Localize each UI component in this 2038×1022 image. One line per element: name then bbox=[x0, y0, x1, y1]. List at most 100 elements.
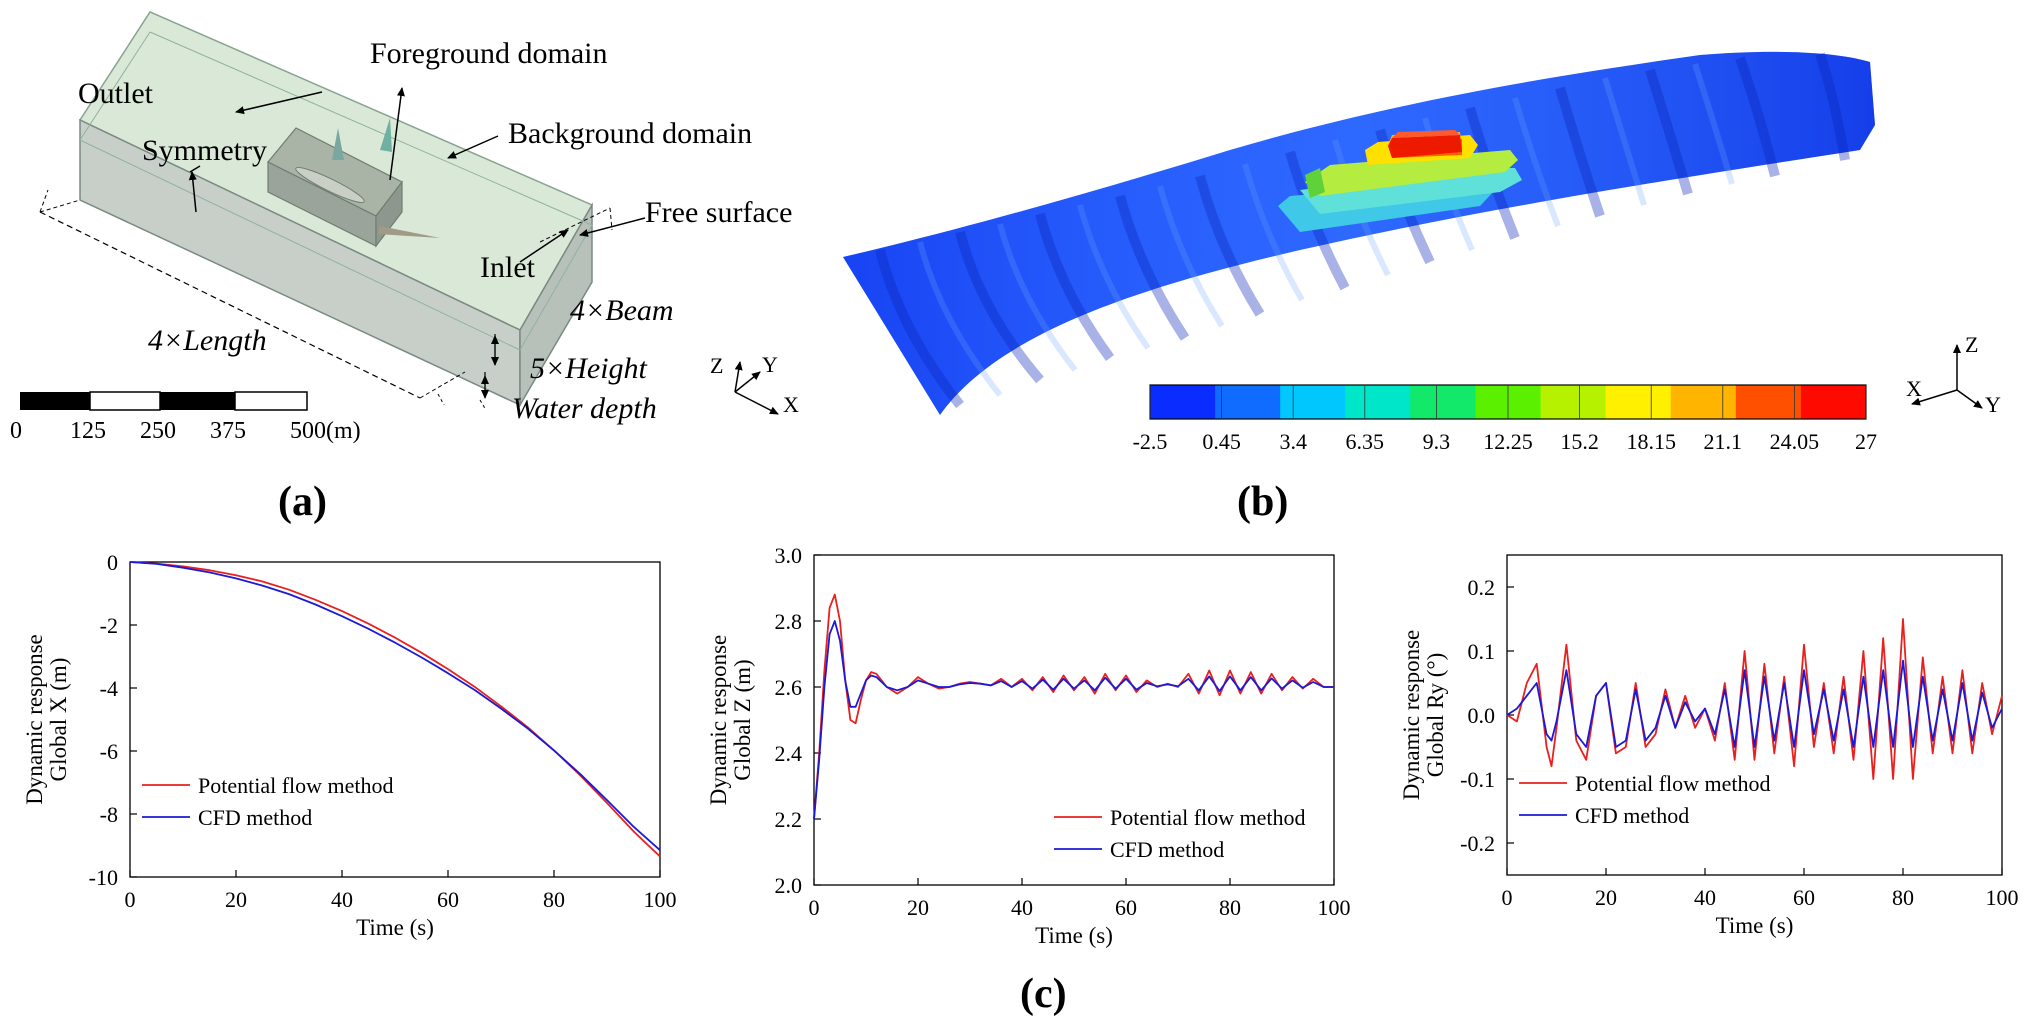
x-tick-label: 40 bbox=[331, 887, 353, 912]
label-length: 4×Length bbox=[148, 324, 267, 357]
colorbar-tick-label: 24.05 bbox=[1770, 429, 1820, 454]
y-tick-label: 2.8 bbox=[775, 609, 803, 634]
y-tick-label: 3.0 bbox=[775, 543, 803, 568]
chart-2: 0 20 40 60 80 100 2.0 2.2 2.4 2.6 2.8 3.0 Time (s) Dy… bbox=[706, 543, 1351, 948]
legend-label: CFD method bbox=[1110, 837, 1224, 862]
y-tick-label: -10 bbox=[89, 865, 118, 890]
legend-label: Potential flow method bbox=[198, 773, 394, 798]
axis-triad-b: Z X Y bbox=[1906, 332, 2001, 417]
annotation-arrows bbox=[39, 87, 646, 411]
y-tick-label: 2.6 bbox=[775, 675, 803, 700]
label-beam: 4×Beam bbox=[570, 294, 674, 327]
chart-1: 0 20 40 60 80 100 0 -2 -4 -6 -8 -10 Time (s) Dynamic … bbox=[22, 550, 677, 940]
colorbar-tick-label: 15.2 bbox=[1560, 429, 1599, 454]
y-tick-label: -0.1 bbox=[1460, 767, 1495, 792]
colorbar-cell bbox=[1670, 385, 1737, 419]
series-line bbox=[1506, 618, 2003, 780]
scale-tick: 375 bbox=[210, 418, 246, 444]
panel-b-label: (b) bbox=[1237, 479, 1288, 525]
y-tick-label: 0.0 bbox=[1468, 703, 1496, 728]
colorbar-cell bbox=[1735, 385, 1802, 419]
colorbar-cell bbox=[1800, 385, 1867, 419]
x-tick-label: 20 bbox=[1595, 885, 1617, 910]
x-tick-label: 80 bbox=[1219, 895, 1241, 920]
colorbar-tick-label: 27 bbox=[1855, 429, 1877, 454]
colorbar-cell bbox=[1150, 385, 1216, 419]
legend-label: Potential flow method bbox=[1110, 805, 1306, 830]
y-tick-label: -0.2 bbox=[1460, 831, 1495, 856]
colorbar-cell bbox=[1410, 385, 1476, 419]
axis-triad-a: Z Y X bbox=[710, 352, 799, 417]
colorbar-tick-label: -2.5 bbox=[1133, 429, 1168, 454]
x-tick-label: 40 bbox=[1694, 885, 1716, 910]
foreground-domain-box bbox=[267, 118, 440, 248]
y-axis-label-quantity: Global X (m) bbox=[46, 658, 71, 782]
colorbar-cell bbox=[1540, 385, 1607, 419]
chart-3: 0 20 40 60 80 100 0.2 0.1 0.0 -0.1 -0.2 Time (s) Dyn… bbox=[1399, 554, 2019, 938]
axis-y-label: Y bbox=[1985, 392, 2001, 417]
colorbar-tick-label: 21.1 bbox=[1704, 429, 1743, 454]
wave-surface bbox=[843, 51, 1875, 415]
y-tick-label: -8 bbox=[100, 802, 118, 827]
scale-tick: 250 bbox=[140, 418, 176, 444]
scale-tick: 500(m) bbox=[290, 418, 361, 444]
x-axis-label: Time (s) bbox=[356, 915, 434, 940]
label-outlet: Outlet bbox=[78, 77, 154, 110]
colorbar-tick-label: 0.45 bbox=[1202, 429, 1241, 454]
series-line bbox=[813, 593, 1334, 820]
series-line bbox=[813, 620, 1334, 820]
axis-x-label: X bbox=[783, 392, 799, 417]
legend-label: Potential flow method bbox=[1575, 771, 1771, 796]
y-tick-label: 2.0 bbox=[775, 873, 803, 898]
y-tick-label: 0.1 bbox=[1468, 639, 1496, 664]
scale-tick: 125 bbox=[70, 418, 106, 444]
colorbar-cell bbox=[1280, 385, 1346, 419]
colorbar-tick-label: 12.25 bbox=[1483, 429, 1533, 454]
colorbar: -2.5 0.45 3.4 6.35 9.3 12.25 15.2 18.15 21.1 24.0… bbox=[1133, 384, 1877, 454]
y-axis-label: Dynamic response bbox=[1399, 630, 1424, 801]
label-water-depth: Water depth bbox=[512, 392, 657, 425]
colorbar-cell bbox=[1345, 385, 1411, 419]
x-tick-label: 0 bbox=[809, 895, 820, 920]
y-axis-label: Dynamic response bbox=[706, 635, 731, 806]
colorbar-cell bbox=[1215, 385, 1281, 419]
plot-frame bbox=[813, 554, 1335, 886]
panel-a: Foreground domain Outlet Symmetry Backgr… bbox=[10, 11, 799, 525]
y-axis-label-quantity: Global Ry (°) bbox=[1423, 653, 1448, 778]
x-tick-label: 40 bbox=[1011, 895, 1033, 920]
x-axis-label: Time (s) bbox=[1035, 923, 1113, 948]
x-tick-label: 60 bbox=[437, 887, 459, 912]
colorbar-cell bbox=[1605, 385, 1672, 419]
y-tick-label: 2.2 bbox=[775, 807, 803, 832]
y-tick-label: 0.2 bbox=[1468, 575, 1496, 600]
scale-bar: 0 125 250 375 500(m) bbox=[10, 391, 361, 444]
axis-z-label: Z bbox=[1965, 332, 1978, 357]
x-tick-label: 100 bbox=[1318, 895, 1351, 920]
colorbar-tick-label: 3.4 bbox=[1279, 429, 1307, 454]
colorbar-tick-label: 9.3 bbox=[1423, 429, 1451, 454]
x-tick-label: 60 bbox=[1793, 885, 1815, 910]
x-tick-label: 60 bbox=[1115, 895, 1137, 920]
y-tick-label: -2 bbox=[100, 613, 118, 638]
y-tick-label: 2.4 bbox=[775, 741, 803, 766]
x-tick-label: 0 bbox=[125, 887, 136, 912]
x-tick-label: 80 bbox=[1892, 885, 1914, 910]
legend-label: CFD method bbox=[1575, 803, 1689, 828]
panel-a-label: (a) bbox=[278, 479, 327, 525]
x-tick-label: 0 bbox=[1502, 885, 1513, 910]
panel-b: -2.5 0.45 3.4 6.35 9.3 12.25 15.2 18.15 21.1 24.0… bbox=[843, 51, 2001, 525]
y-tick-label: -6 bbox=[100, 739, 118, 764]
series-line bbox=[1506, 659, 2003, 748]
label-symmetry: Symmetry bbox=[142, 134, 267, 167]
x-tick-label: 100 bbox=[1986, 885, 2019, 910]
y-tick-label: -4 bbox=[100, 676, 118, 701]
y-axis-label: Dynamic response bbox=[22, 634, 47, 805]
label-free-surface: Free surface bbox=[645, 196, 792, 229]
axis-z-label: Z bbox=[710, 353, 723, 378]
label-foreground-domain: Foreground domain bbox=[370, 37, 607, 70]
ship-model bbox=[1278, 130, 1522, 232]
label-height: 5×Height bbox=[530, 352, 648, 385]
plot-frame bbox=[129, 561, 661, 878]
series-line bbox=[129, 561, 661, 851]
